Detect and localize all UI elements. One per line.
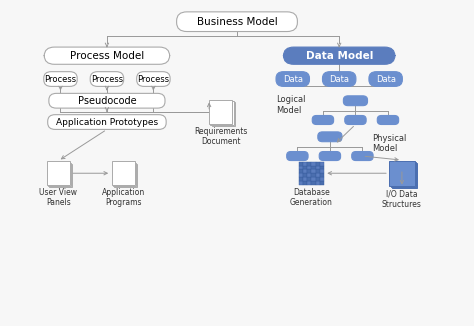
FancyBboxPatch shape (177, 12, 297, 32)
FancyBboxPatch shape (137, 72, 170, 86)
Bar (316, 170, 320, 173)
Bar (303, 181, 307, 185)
FancyBboxPatch shape (209, 100, 232, 124)
FancyBboxPatch shape (319, 152, 341, 160)
FancyBboxPatch shape (46, 161, 70, 185)
Text: Database
Generation: Database Generation (290, 188, 333, 207)
Bar (311, 166, 316, 170)
Text: Physical
Model: Physical Model (372, 134, 406, 153)
Bar (303, 162, 307, 166)
FancyBboxPatch shape (44, 72, 77, 86)
FancyBboxPatch shape (352, 152, 373, 160)
Bar (299, 173, 303, 177)
Bar (320, 166, 324, 170)
Bar (303, 170, 307, 173)
Bar (320, 170, 324, 173)
Bar (299, 166, 303, 170)
Text: Process Model: Process Model (70, 51, 144, 61)
Text: Application
Programs: Application Programs (101, 188, 145, 207)
Text: Application Prototypes: Application Prototypes (56, 118, 158, 126)
FancyBboxPatch shape (44, 47, 170, 64)
FancyBboxPatch shape (49, 164, 73, 187)
FancyBboxPatch shape (345, 115, 366, 125)
Bar (303, 177, 307, 181)
Text: Data: Data (376, 75, 396, 83)
Text: Pseudocode: Pseudocode (78, 96, 136, 106)
FancyBboxPatch shape (212, 102, 235, 126)
Bar (303, 173, 307, 177)
FancyBboxPatch shape (322, 72, 356, 86)
FancyBboxPatch shape (312, 115, 334, 125)
FancyBboxPatch shape (210, 101, 234, 125)
Text: Business Model: Business Model (197, 17, 277, 27)
Text: Requirements
Document: Requirements Document (194, 127, 247, 146)
Text: Process: Process (91, 75, 123, 83)
FancyBboxPatch shape (283, 47, 395, 64)
FancyBboxPatch shape (48, 115, 166, 129)
FancyBboxPatch shape (113, 162, 136, 186)
FancyBboxPatch shape (392, 163, 418, 188)
FancyBboxPatch shape (389, 160, 415, 186)
Bar (307, 170, 311, 173)
Bar (320, 181, 324, 185)
FancyBboxPatch shape (114, 164, 137, 187)
Bar (311, 162, 316, 166)
Bar (320, 173, 324, 177)
FancyBboxPatch shape (318, 132, 342, 142)
FancyBboxPatch shape (49, 93, 165, 108)
Text: Data: Data (329, 75, 349, 83)
FancyBboxPatch shape (343, 96, 367, 106)
Bar (316, 173, 320, 177)
Bar (311, 173, 316, 177)
FancyBboxPatch shape (111, 161, 135, 185)
Text: Process: Process (45, 75, 76, 83)
FancyBboxPatch shape (48, 162, 71, 186)
Bar (311, 181, 316, 185)
Text: Data Model: Data Model (306, 51, 373, 61)
Bar (303, 166, 307, 170)
Text: Data: Data (283, 75, 303, 83)
Text: Logical
Model: Logical Model (276, 95, 306, 114)
FancyBboxPatch shape (287, 152, 308, 160)
Bar (307, 173, 311, 177)
Bar (307, 166, 311, 170)
Bar (307, 162, 311, 166)
FancyBboxPatch shape (391, 162, 416, 187)
FancyBboxPatch shape (90, 72, 124, 86)
Bar (307, 181, 311, 185)
Bar (299, 170, 303, 173)
Bar (299, 162, 303, 166)
FancyBboxPatch shape (377, 115, 399, 125)
Bar (311, 177, 316, 181)
Bar (320, 177, 324, 181)
Bar (316, 181, 320, 185)
Bar (320, 162, 324, 166)
Text: I/O Data
Structures: I/O Data Structures (382, 189, 422, 209)
Bar (311, 170, 316, 173)
Bar (316, 166, 320, 170)
Text: Process: Process (137, 75, 169, 83)
FancyBboxPatch shape (276, 72, 310, 86)
Bar (316, 177, 320, 181)
FancyBboxPatch shape (369, 72, 402, 86)
Bar (307, 177, 311, 181)
Bar (299, 181, 303, 185)
Bar (299, 177, 303, 181)
Text: User View
Panels: User View Panels (39, 188, 77, 207)
Bar (316, 162, 320, 166)
